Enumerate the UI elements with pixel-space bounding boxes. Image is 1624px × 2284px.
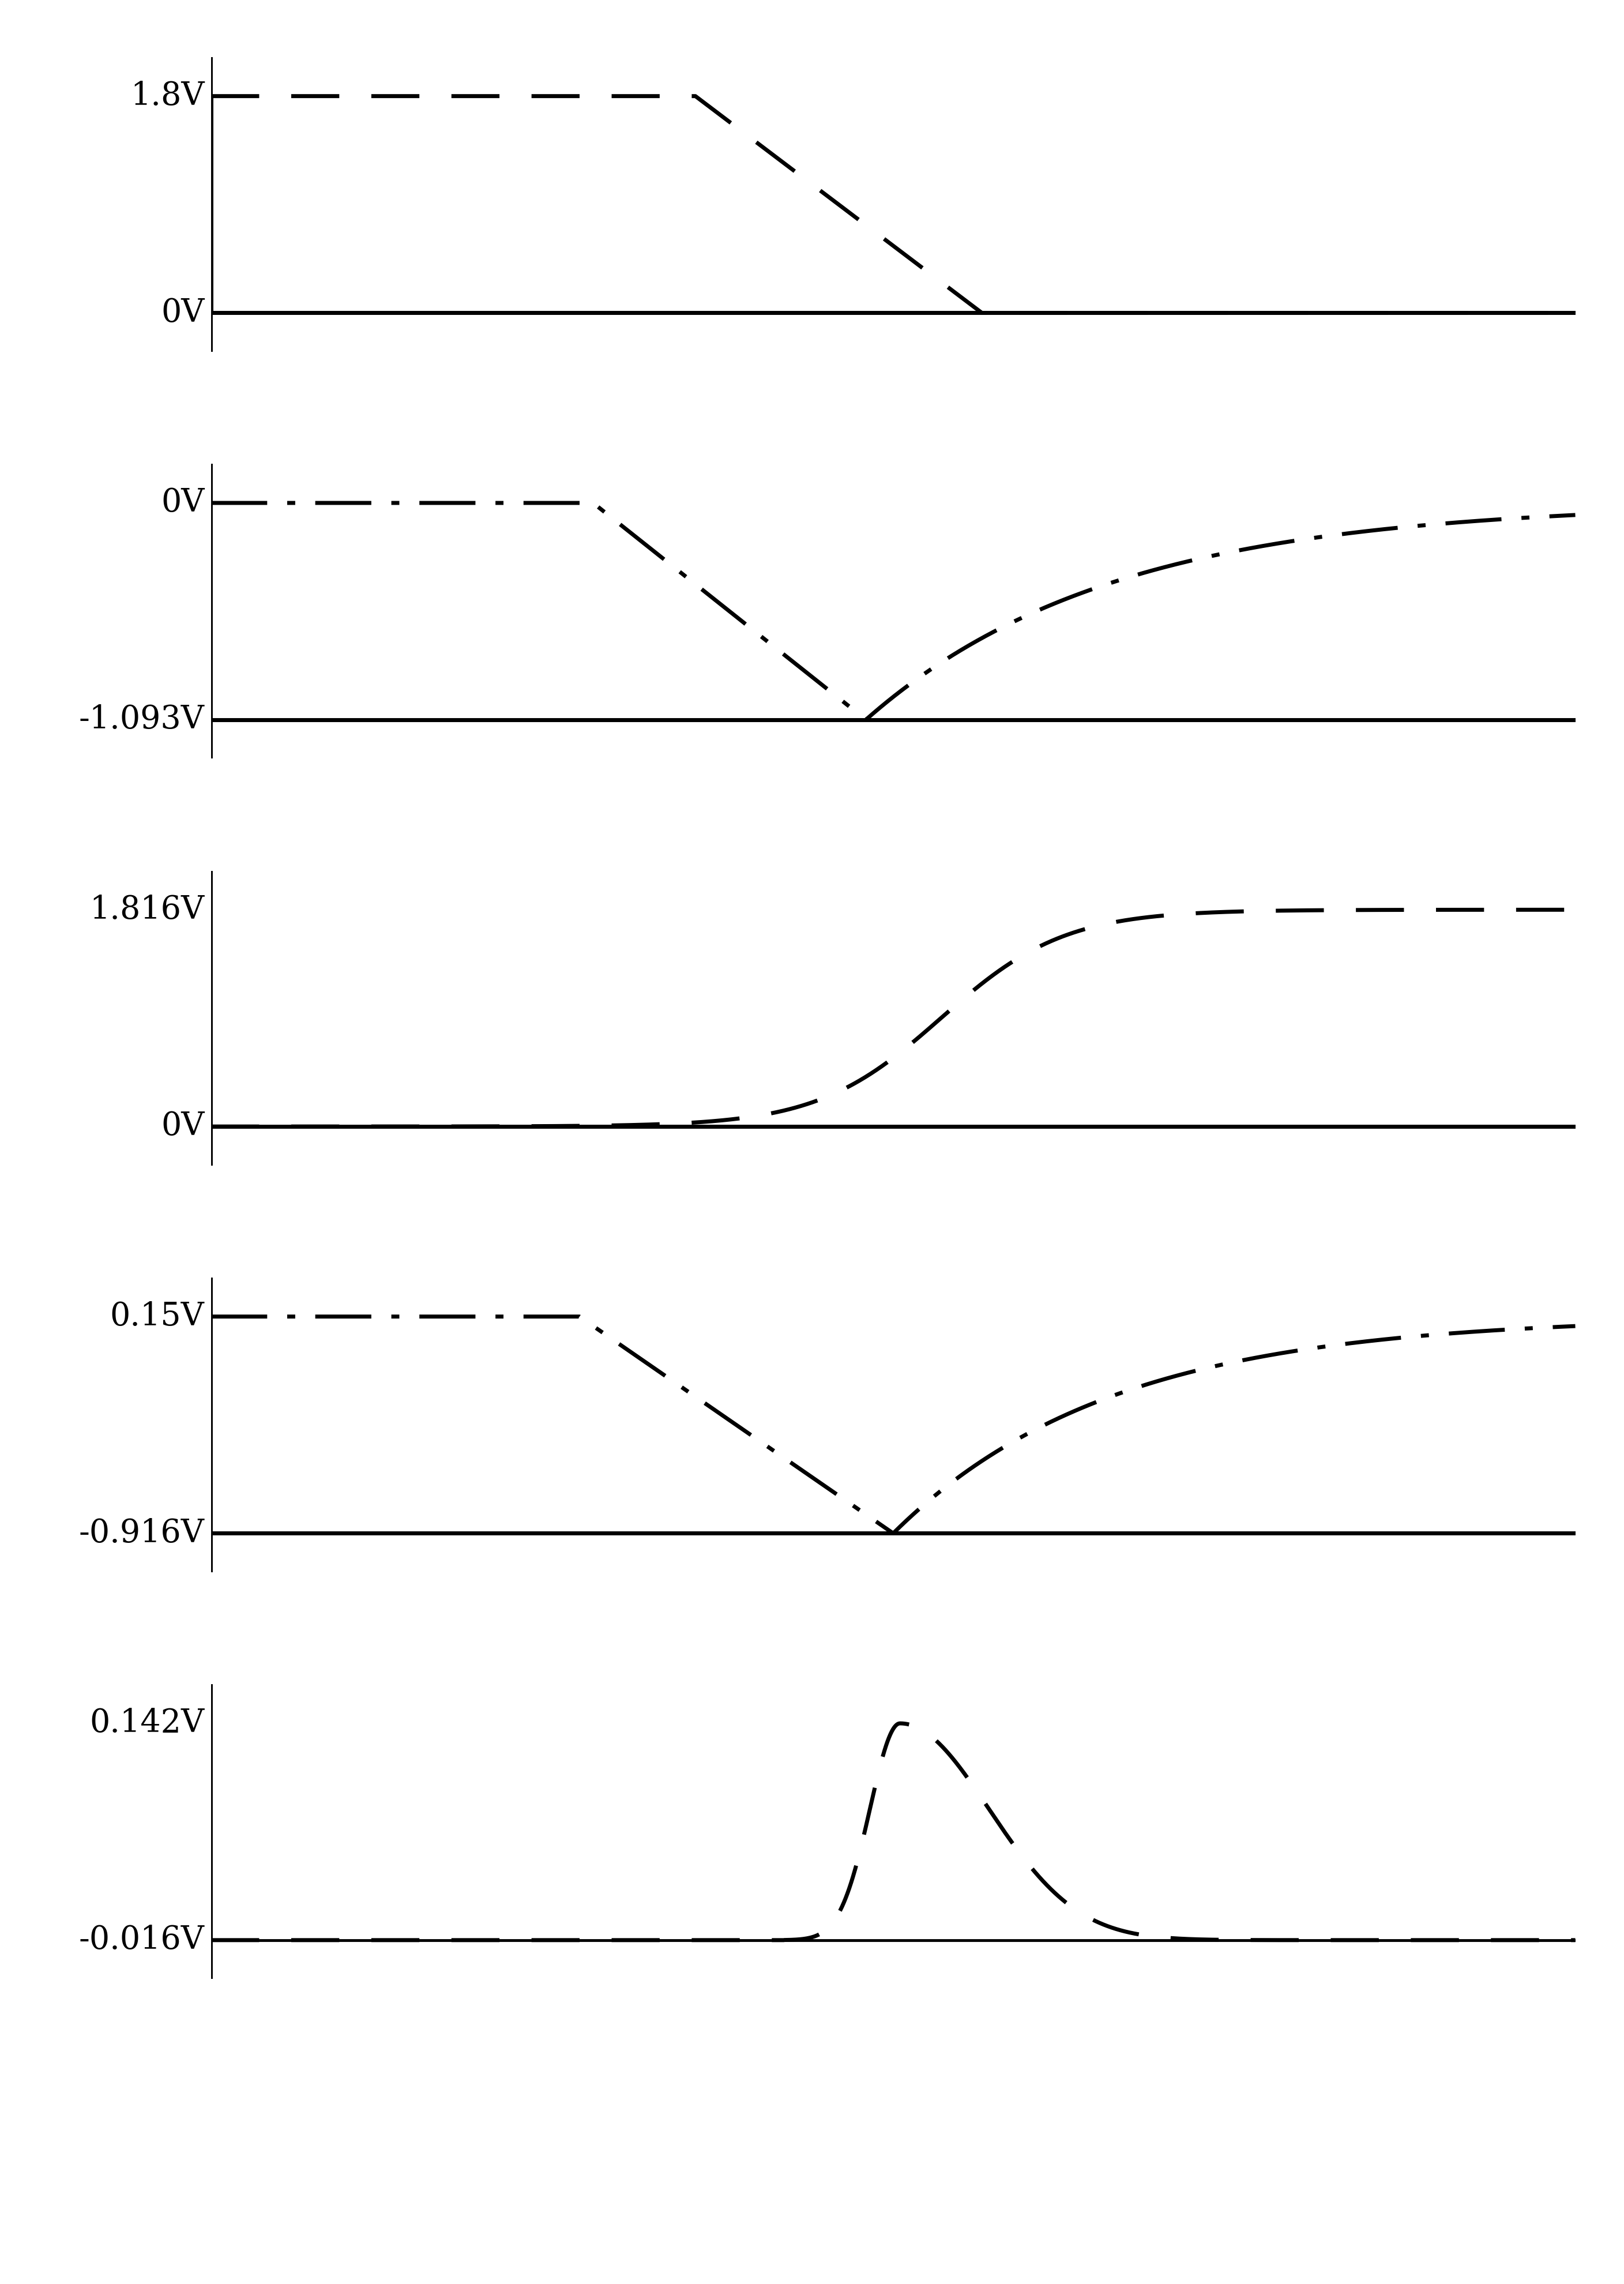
Text: -0.916V: -0.916V [78, 1517, 205, 1549]
Text: -0.016V: -0.016V [78, 1925, 205, 1955]
Text: 0V: 0V [161, 1110, 205, 1142]
Text: 0.15V: 0.15V [110, 1302, 205, 1332]
Text: (Prior Art): (Prior Art) [598, 2097, 833, 2140]
Text: 0V: 0V [161, 297, 205, 329]
Text: Fig. 2D: Fig. 2D [1367, 1590, 1535, 1633]
Text: Fig. 2C: Fig. 2C [1369, 1183, 1535, 1227]
Text: 1.816V: 1.816V [89, 893, 205, 925]
Text: 0V: 0V [161, 486, 205, 518]
Text: Fig. 2A: Fig. 2A [1371, 368, 1535, 413]
Text: Fig. 2B: Fig. 2B [1371, 777, 1535, 820]
Text: -1.093V: -1.093V [78, 703, 205, 735]
Text: 1.8V: 1.8V [130, 80, 205, 112]
Text: Fig. 2E: Fig. 2E [1371, 2005, 1535, 2051]
Text: 0.142V: 0.142V [89, 1708, 205, 1738]
